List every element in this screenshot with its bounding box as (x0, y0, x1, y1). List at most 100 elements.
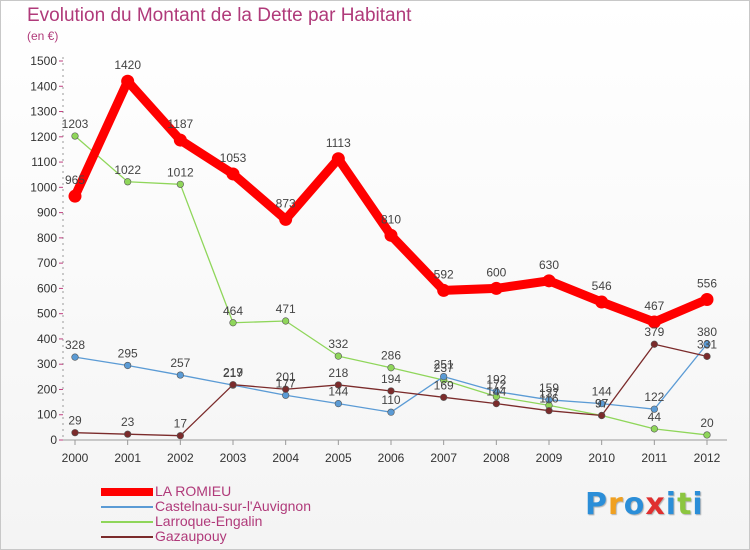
x-tick-label: 2009 (536, 451, 563, 465)
data-point (703, 352, 711, 360)
x-tick-label: 2006 (378, 451, 405, 465)
data-point (595, 295, 609, 309)
data-label: 177 (276, 376, 296, 390)
data-label: 556 (697, 277, 717, 291)
data-label: 257 (170, 356, 190, 370)
legend-item: Castelnau-sur-l'Auvignon (101, 498, 401, 514)
y-tick-label: 200 (37, 382, 57, 396)
data-point (334, 381, 342, 389)
data-point (440, 372, 448, 381)
data-label: 295 (118, 346, 138, 360)
legend-item: Larroque-Engalin (101, 513, 401, 529)
data-label: 630 (539, 258, 559, 272)
y-tick-label: 1000 (30, 180, 57, 194)
data-label: 116 (539, 392, 558, 406)
data-point (387, 387, 395, 395)
logo-letter: P (585, 487, 608, 522)
data-label: 592 (434, 267, 454, 281)
x-tick-label: 2003 (220, 451, 247, 465)
data-label: 44 (648, 410, 662, 424)
x-tick-label: 2008 (483, 451, 510, 465)
data-label: 169 (434, 378, 454, 392)
data-point (492, 400, 500, 408)
y-tick-label: 1400 (30, 79, 57, 93)
data-label: 137 (539, 386, 559, 400)
x-tick-label: 2005 (325, 451, 352, 465)
data-label: 1113 (326, 136, 351, 150)
data-point (647, 315, 661, 329)
data-label: 159 (539, 381, 559, 395)
data-point (279, 212, 293, 226)
data-label: 546 (592, 279, 612, 293)
data-label: 1187 (167, 117, 193, 131)
legend-swatch (101, 488, 153, 496)
legend-label: LA ROMIEU (155, 483, 232, 499)
logo-letter: r (608, 487, 624, 522)
data-point (71, 429, 79, 437)
data-point (700, 293, 714, 307)
data-point (331, 152, 345, 166)
x-tick-label: 2010 (588, 451, 615, 465)
y-tick-label: 1500 (30, 54, 57, 68)
legend-swatch (101, 536, 153, 538)
y-tick-label: 1300 (30, 105, 57, 119)
data-label: 379 (644, 325, 664, 339)
data-label: 97 (595, 396, 609, 410)
x-tick-label: 2007 (430, 451, 457, 465)
x-tick-label: 2011 (641, 451, 667, 465)
y-tick-label: 300 (37, 357, 57, 371)
logo-letter: o (623, 487, 646, 522)
data-label: 965 (65, 173, 85, 187)
x-tick-label: 2000 (62, 451, 89, 465)
series-lines (68, 74, 714, 440)
data-point (334, 352, 342, 360)
data-label: 331 (697, 337, 717, 351)
logo-letter: i (665, 487, 678, 522)
legend-label: Gazaupouy (155, 528, 227, 544)
y-tick-label: 400 (37, 332, 57, 346)
legend-swatch (101, 506, 153, 508)
data-point (124, 361, 132, 370)
data-point (226, 167, 240, 181)
data-point (437, 283, 451, 297)
legend-swatch (101, 521, 153, 523)
y-tick-label: 900 (37, 206, 57, 220)
data-label: 219 (223, 366, 243, 380)
data-point (173, 133, 187, 147)
data-point (440, 393, 448, 401)
data-label: 332 (328, 337, 348, 351)
data-label: 286 (381, 349, 401, 363)
x-tick-label: 2004 (272, 451, 299, 465)
data-label: 1012 (167, 165, 194, 179)
data-label: 192 (486, 372, 506, 386)
chart-subtitle: (en €) (27, 29, 59, 43)
data-point (176, 371, 184, 379)
y-tick-label: 600 (37, 281, 57, 295)
data-point (650, 340, 658, 348)
logo-letter: i (692, 487, 704, 522)
logo-letter: t (677, 487, 693, 522)
data-label: 1053 (220, 151, 247, 165)
data-label: 194 (381, 372, 401, 386)
data-point (598, 411, 606, 420)
data-label: 810 (381, 212, 401, 226)
data-label: 464 (223, 304, 243, 318)
y-tick-label: 0 (50, 433, 57, 447)
data-point (71, 132, 79, 140)
data-label: 467 (644, 299, 664, 313)
data-point (229, 381, 237, 389)
data-point (282, 385, 290, 393)
data-point (489, 281, 503, 295)
x-tick-label: 2012 (694, 451, 721, 465)
data-point (121, 74, 135, 88)
data-label: 328 (65, 338, 85, 352)
y-tick-label: 500 (37, 307, 57, 321)
data-point (71, 353, 79, 361)
legend-label: Larroque-Engalin (155, 513, 263, 529)
x-tick-label: 2001 (114, 451, 141, 465)
data-label: 23 (121, 415, 135, 429)
data-label: 144 (592, 385, 612, 399)
logo-letter: x (645, 487, 666, 522)
